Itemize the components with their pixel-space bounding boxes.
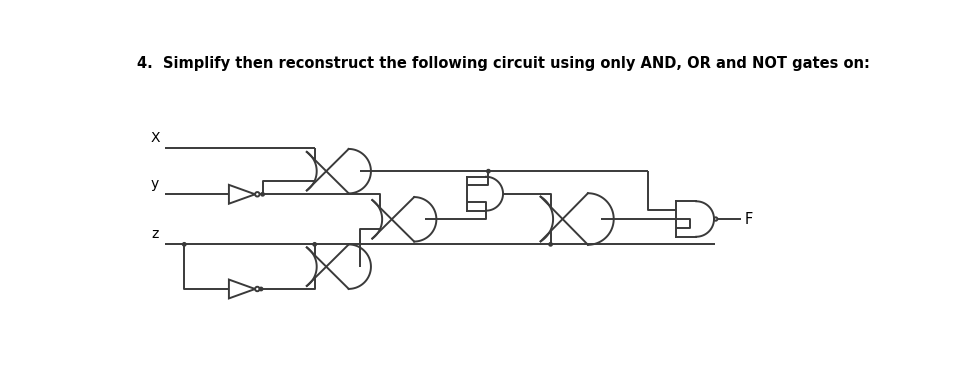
Circle shape [549,243,552,246]
Text: z: z [151,227,159,241]
Text: F: F [744,212,752,226]
Circle shape [260,193,264,196]
Text: 4.  Simplify then reconstruct the following circuit using only AND, OR and NOT g: 4. Simplify then reconstruct the followi… [136,56,869,71]
Text: y: y [151,177,159,191]
Circle shape [259,287,262,291]
Circle shape [183,243,185,246]
Circle shape [312,243,316,246]
Text: X: X [150,131,160,145]
Circle shape [486,170,489,173]
